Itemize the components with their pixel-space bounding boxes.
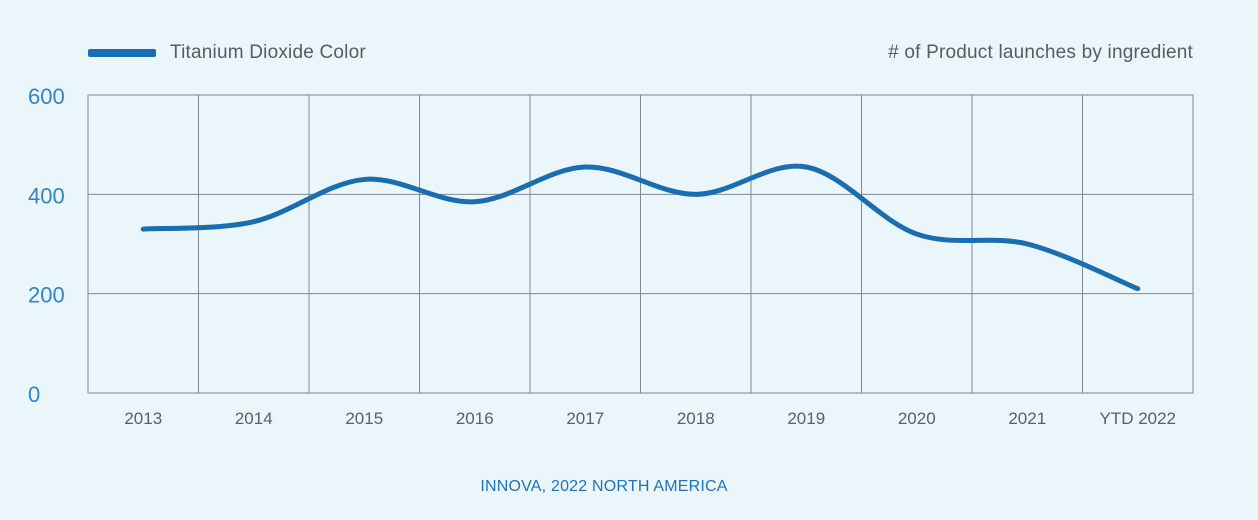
y-tick-label: 200: [28, 283, 65, 308]
x-tick-label: 2015: [345, 409, 383, 428]
chart-title: # of Product launches by ingredient: [888, 42, 1193, 63]
x-tick-label: 2019: [787, 409, 825, 428]
y-tick-label: 0: [28, 382, 40, 407]
legend-line-swatch: [88, 49, 156, 57]
x-tick-label: 2013: [124, 409, 162, 428]
x-tick-label: 2020: [898, 409, 936, 428]
legend-label: Titanium Dioxide Color: [170, 42, 366, 63]
x-tick-label: YTD 2022: [1099, 409, 1176, 428]
x-tick-label: 2017: [566, 409, 604, 428]
x-tick-label: 2016: [456, 409, 494, 428]
x-tick-label: 2018: [677, 409, 715, 428]
legend: Titanium Dioxide Color: [88, 42, 366, 64]
source-label: INNOVA, 2022 NORTH AMERICA: [480, 478, 728, 495]
series-line: [140, 163, 1141, 292]
y-tick-label: 400: [28, 183, 65, 208]
x-tick-label: 2021: [1008, 409, 1046, 428]
y-tick-label: 600: [28, 84, 65, 109]
x-tick-label: 2014: [235, 409, 273, 428]
